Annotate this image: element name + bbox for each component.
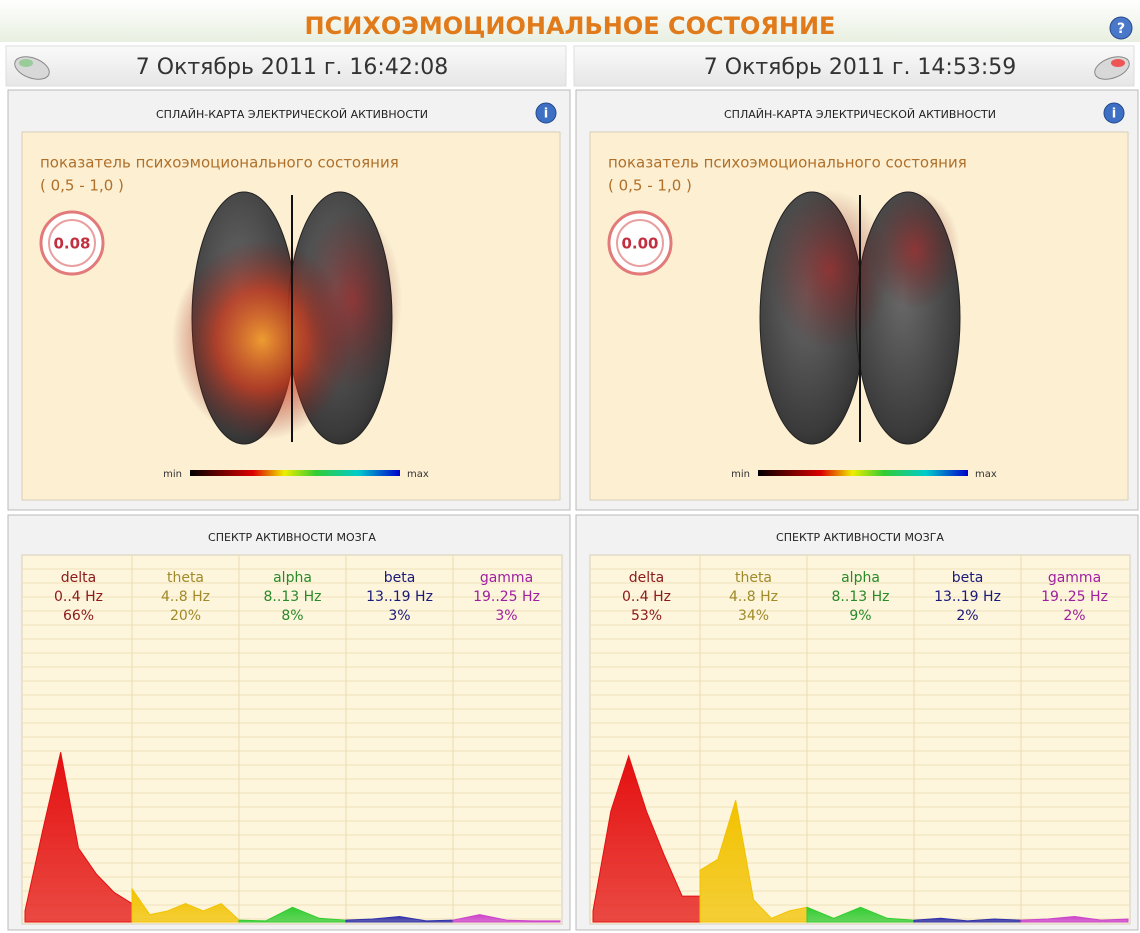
info-button[interactable]: i	[1103, 102, 1125, 124]
band-share: 3%	[388, 608, 410, 624]
sessions: 7 Октябрь 2011 г. 16:42:08 СПЛАЙН-КАРТА Э…	[5, 45, 1139, 931]
scale-min: min	[163, 469, 182, 480]
band-name: alpha	[841, 570, 880, 586]
session-datetime: 7 Октябрь 2011 г. 14:53:59	[704, 55, 1016, 80]
band-range: 13..19 Hz	[366, 589, 433, 605]
band-share: 2%	[1063, 608, 1085, 624]
info-glyph: i	[1112, 107, 1116, 122]
band-name: theta	[735, 570, 772, 586]
band-range: 19..25 Hz	[1041, 589, 1108, 605]
band-range: 8..13 Hz	[264, 589, 322, 605]
band-share: 53%	[631, 608, 662, 624]
band-share: 9%	[849, 608, 871, 624]
band-name: theta	[167, 570, 204, 586]
band-share: 66%	[63, 608, 94, 624]
band-name: delta	[629, 570, 664, 586]
band-name: delta	[61, 570, 96, 586]
info-circle	[535, 102, 557, 124]
band-range: 4..8 Hz	[729, 589, 778, 605]
header-bar	[0, 0, 1140, 42]
band-range: 0..4 Hz	[54, 589, 103, 605]
brain-panel-title: СПЛАЙН-КАРТА ЭЛЕКТРИЧЕСКОЙ АКТИВНОСТИ	[724, 108, 996, 121]
band-name: alpha	[273, 570, 312, 586]
band-share: 2%	[956, 608, 978, 624]
band-share: 3%	[495, 608, 517, 624]
band-range: 19..25 Hz	[473, 589, 540, 605]
date-bar	[5, 45, 567, 87]
spectrum-area	[1020, 915, 1129, 923]
band-range: 4..8 Hz	[161, 589, 210, 605]
band-name: gamma	[1048, 570, 1101, 586]
activity-glow	[870, 190, 960, 310]
scale-max: max	[407, 469, 429, 480]
band-range: 13..19 Hz	[934, 589, 1001, 605]
page-title: ПСИХОЭМОЦИОНАЛЬНОЕ СОСТОЯНИЕ	[305, 12, 836, 40]
spectrum-title: СПЕКТР АКТИВНОСТИ МОЗГА	[208, 531, 376, 544]
band-range: 0..4 Hz	[622, 589, 671, 605]
band-share: 34%	[738, 608, 769, 624]
gauge-inner	[48, 219, 96, 267]
scale-max: max	[975, 469, 997, 480]
info-circle	[1103, 102, 1125, 124]
activity-glow	[302, 210, 402, 390]
band-name: beta	[952, 570, 984, 586]
indicator-value: 0.08	[53, 235, 90, 253]
help-button[interactable]: ?	[1109, 16, 1133, 40]
info-button[interactable]: i	[535, 102, 557, 124]
indicator-label: показатель психоэмоционального состояния	[40, 154, 399, 172]
spectrum-area	[452, 914, 561, 923]
indicator-value: 0.00	[621, 235, 658, 253]
color-scale	[758, 470, 968, 476]
activity-glow	[770, 190, 890, 350]
band-name: beta	[384, 570, 416, 586]
indicator-range: ( 0,5 - 1,0 )	[608, 177, 692, 195]
indicator-range: ( 0,5 - 1,0 )	[40, 177, 124, 195]
brain-panel-title: СПЛАЙН-КАРТА ЭЛЕКТРИЧЕСКОЙ АКТИВНОСТИ	[156, 108, 428, 121]
band-name: gamma	[480, 570, 533, 586]
gauge-inner	[616, 219, 664, 267]
mouse-button	[1111, 59, 1125, 67]
indicator-label: показатель психоэмоционального состояния	[608, 154, 967, 172]
date-bar	[573, 45, 1135, 87]
spectrum-title: СПЕКТР АКТИВНОСТИ МОЗГА	[776, 531, 944, 544]
band-range: 8..13 Hz	[832, 589, 890, 605]
info-glyph: i	[544, 107, 548, 122]
mouse-icon[interactable]	[1092, 52, 1133, 83]
color-scale	[190, 470, 400, 476]
mouse-button	[19, 59, 33, 67]
band-share: 20%	[170, 608, 201, 624]
session-datetime: 7 Октябрь 2011 г. 16:42:08	[136, 55, 448, 80]
scale-min: min	[731, 469, 750, 480]
svg-text:?: ?	[1117, 21, 1125, 37]
band-share: 8%	[281, 608, 303, 624]
mouse-icon[interactable]	[12, 52, 53, 83]
